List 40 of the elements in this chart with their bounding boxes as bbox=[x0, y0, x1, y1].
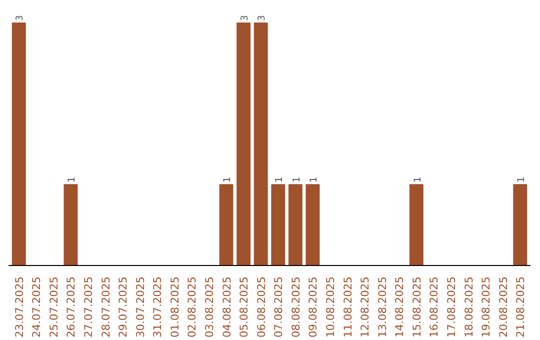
x-tick-label: 04.08.2025 bbox=[220, 276, 234, 338]
data-label: 1 bbox=[516, 176, 527, 183]
data-label: 3 bbox=[256, 15, 268, 22]
x-tick-label: 10.08.2025 bbox=[324, 276, 337, 338]
x-tick-label: 29.07.2025 bbox=[116, 276, 130, 338]
data-label: 1 bbox=[222, 176, 234, 183]
x-tick-label: 14.08.2025 bbox=[393, 276, 406, 338]
x-tick-label: 13.08.2025 bbox=[376, 276, 389, 338]
x-tick-label: 18.08.2025 bbox=[462, 276, 476, 338]
data-label: 3 bbox=[239, 15, 250, 22]
x-tick-label: 31.07.2025 bbox=[151, 276, 164, 338]
x-tick-label: 12.08.2025 bbox=[358, 276, 372, 338]
x-tick-label: 23.07.2025 bbox=[12, 276, 26, 338]
x-tick-label: 09.08.2025 bbox=[306, 276, 320, 338]
data-label: 1 bbox=[412, 176, 424, 183]
data-label: 1 bbox=[66, 176, 78, 183]
x-tick-label: 24.07.2025 bbox=[30, 276, 44, 338]
x-tick-label: 26.07.2025 bbox=[64, 276, 78, 338]
x-tick-label: 15.08.2025 bbox=[410, 276, 424, 338]
x-tick-label: 16.08.2025 bbox=[428, 276, 441, 338]
x-tick-label: 07.08.2025 bbox=[272, 276, 286, 338]
x-tick-label: 08.08.2025 bbox=[289, 276, 302, 338]
data-label: 1 bbox=[291, 176, 302, 183]
x-tick-label: 05.08.2025 bbox=[238, 276, 251, 338]
x-tick-label: 02.08.2025 bbox=[186, 276, 199, 338]
x-tick-label: 25.07.2025 bbox=[47, 276, 60, 338]
x-tick-label: 30.07.2025 bbox=[134, 276, 147, 338]
data-label: 1 bbox=[274, 176, 285, 183]
x-tick-label: 03.08.2025 bbox=[203, 276, 216, 338]
data-label: 3 bbox=[14, 15, 26, 22]
x-tick-label: 01.08.2025 bbox=[168, 276, 182, 338]
x-tick-label: 17.08.2025 bbox=[444, 276, 458, 338]
x-tick-label: 11.08.2025 bbox=[341, 276, 354, 338]
x-tick-label: 28.07.2025 bbox=[99, 276, 112, 338]
data-label: 1 bbox=[308, 176, 320, 183]
x-tick-label: 06.08.2025 bbox=[254, 276, 268, 338]
x-tick-label: 27.07.2025 bbox=[82, 276, 96, 338]
x-tick-label: 19.08.2025 bbox=[480, 276, 493, 338]
x-tick-label: 20.08.2025 bbox=[496, 276, 510, 338]
x-tick-label: 21.08.2025 bbox=[514, 276, 528, 338]
